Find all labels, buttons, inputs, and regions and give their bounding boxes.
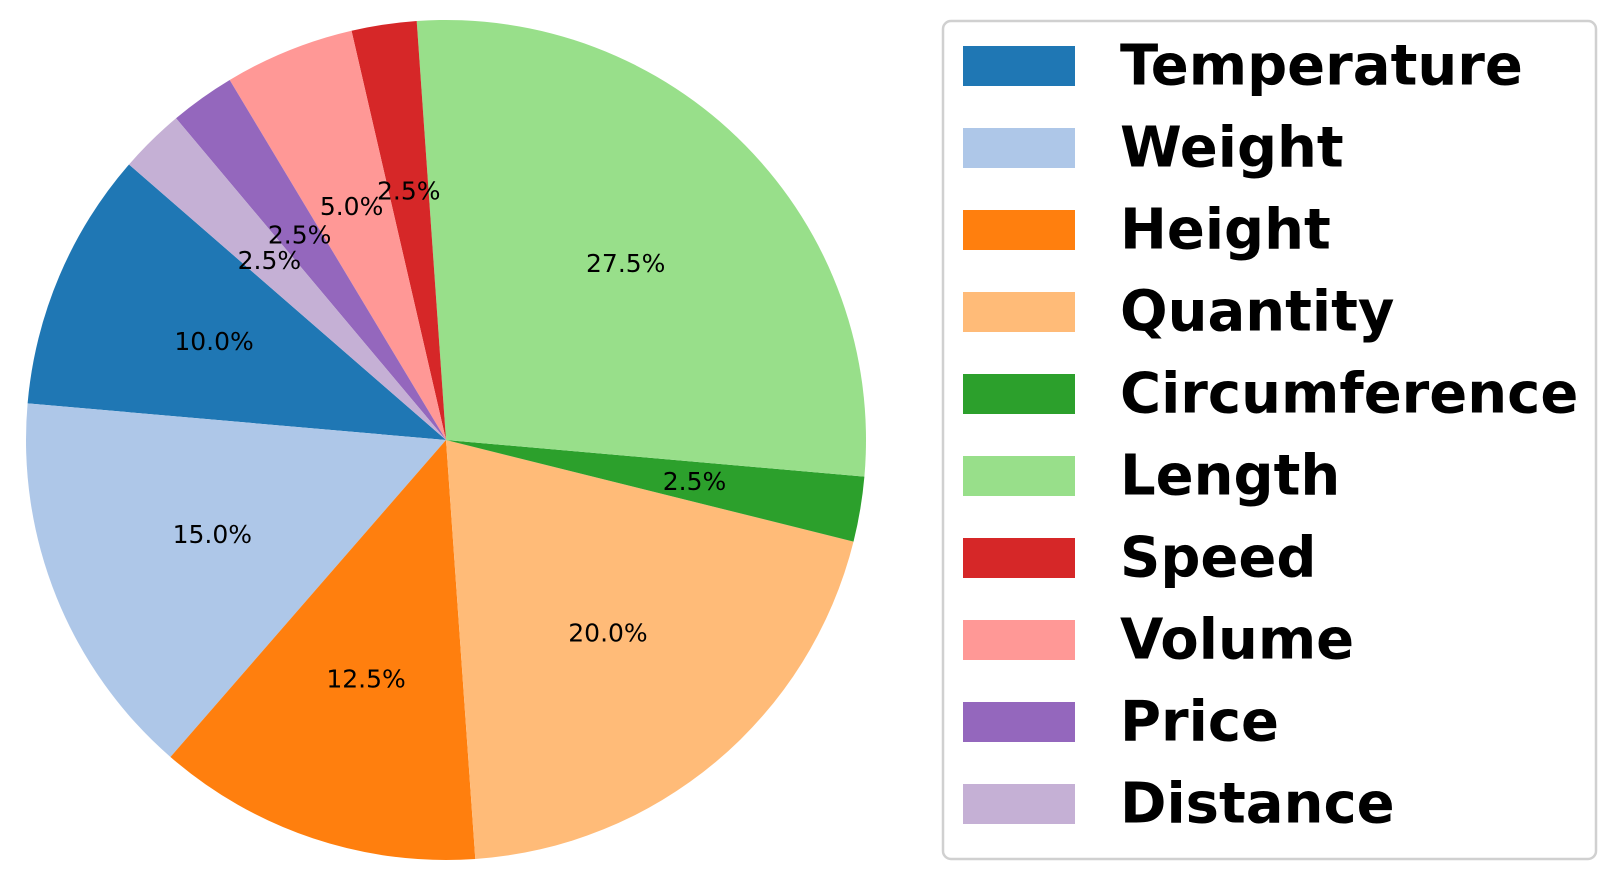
pie-slice-speed — [351, 21, 446, 441]
slice-label-length: 27.5% — [586, 249, 665, 278]
slice-label-circumference: 2.5% — [663, 467, 727, 496]
legend-item-temperature: Temperature — [963, 34, 1523, 99]
legend-item-quantity: Quantity — [963, 280, 1394, 345]
legend-item-speed: Speed — [963, 526, 1316, 591]
legend-label-temperature: Temperature — [1120, 34, 1523, 99]
legend-item-price: Price — [963, 690, 1279, 755]
legend-swatch-price — [963, 702, 1075, 742]
legend-item-circumference: Circumference — [963, 362, 1578, 427]
legend-item-volume: Volume — [963, 608, 1354, 673]
pie-slice-price — [176, 79, 446, 441]
legend-label-length: Length — [1120, 444, 1340, 509]
legend-label-height: Height — [1120, 198, 1331, 263]
legend-swatch-weight — [963, 128, 1075, 168]
legend-label-weight: Weight — [1120, 116, 1344, 181]
legend-item-distance: Distance — [963, 772, 1395, 837]
legend-label-volume: Volume — [1120, 608, 1354, 673]
slice-label-weight: 15.0% — [173, 520, 252, 549]
legend-swatch-distance — [963, 784, 1075, 824]
legend-item-length: Length — [963, 444, 1340, 509]
pie-slice-quantity — [446, 440, 854, 859]
slice-label-volume: 5.0% — [320, 192, 384, 221]
pie-slice-circumference — [446, 440, 865, 542]
legend-item-height: Height — [963, 198, 1331, 263]
legend-swatch-quantity — [963, 292, 1075, 332]
legend-label-distance: Distance — [1120, 772, 1395, 837]
legend-swatch-length — [963, 456, 1075, 496]
pie-slice-height — [170, 440, 476, 861]
slice-label-temperature: 10.0% — [174, 327, 253, 356]
slice-label-distance: 2.5% — [238, 246, 302, 275]
legend-label-quantity: Quantity — [1120, 280, 1394, 345]
legend-swatch-height — [963, 210, 1075, 250]
slice-label-speed: 2.5% — [377, 176, 441, 205]
legend-label-price: Price — [1120, 690, 1279, 755]
legend-swatch-circumference — [963, 374, 1075, 414]
legend-label-speed: Speed — [1120, 526, 1316, 591]
slice-label-price: 2.5% — [268, 220, 332, 249]
pie-slice-weight — [26, 403, 446, 757]
slice-label-quantity: 20.0% — [568, 619, 647, 648]
pie-slice-labels: 10.0%15.0%12.5%20.0%2.5%27.5%2.5%5.0%2.5… — [173, 176, 727, 693]
legend-frame — [941, 19, 1598, 861]
legend: Temperature Weight Height Quantity Circumfer… — [941, 19, 1598, 861]
legend-label-circumference: Circumference — [1120, 362, 1578, 427]
legend-item-weight: Weight — [963, 116, 1344, 181]
pie-slices — [26, 19, 866, 861]
pie-slice-temperature — [27, 164, 446, 440]
legend-swatch-volume — [963, 620, 1075, 660]
pie-slice-volume — [229, 30, 446, 440]
pie-slice-distance — [129, 118, 446, 440]
legend-swatch-temperature — [963, 46, 1075, 86]
slice-label-height: 12.5% — [326, 664, 405, 693]
legend-swatch-speed — [963, 538, 1075, 578]
pie-slice-length — [416, 19, 866, 477]
